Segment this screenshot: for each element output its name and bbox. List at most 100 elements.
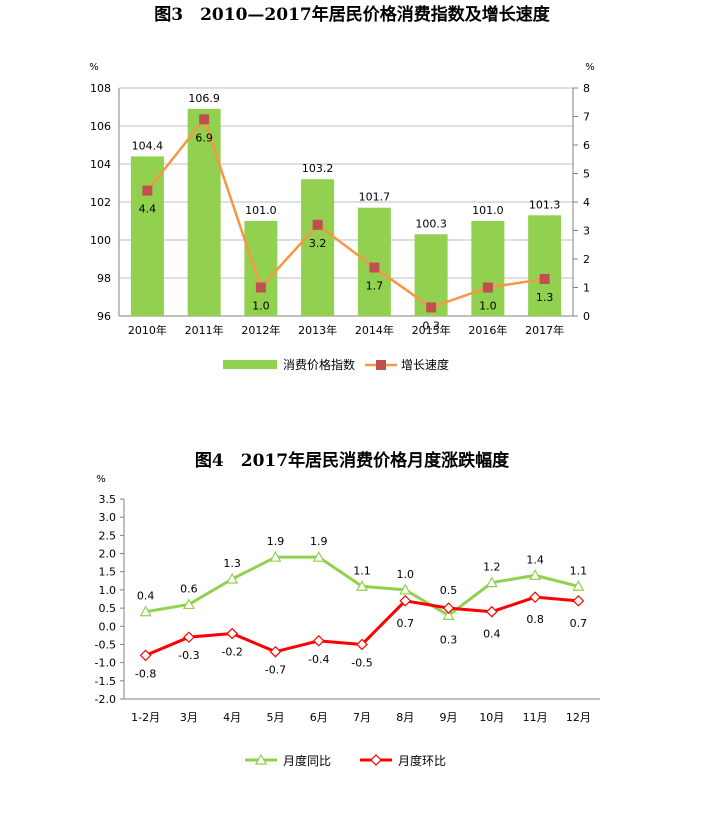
yoy-value-label: 0.6 xyxy=(180,582,198,595)
yoy-value-label: 1.4 xyxy=(526,553,544,566)
x-tick-label: 2011年 xyxy=(185,323,224,337)
mom-value-label: 0.5 xyxy=(440,584,458,597)
right-axis-unit: % xyxy=(585,62,595,73)
yoy-marker xyxy=(139,605,152,617)
yoy-marker xyxy=(399,583,412,595)
yoy-value-label: 0.4 xyxy=(137,590,155,603)
x-tick-label: 2017年 xyxy=(525,323,564,337)
yoy-value-label: 1.3 xyxy=(223,557,241,570)
legend-label-mom: 月度环比 xyxy=(398,753,446,768)
mom-marker xyxy=(269,645,282,658)
mom-marker xyxy=(399,594,412,607)
bar-cpi xyxy=(130,156,164,316)
right-tick-label: 6 xyxy=(583,139,590,152)
bar-cpi xyxy=(187,108,221,317)
x-tick-label: 7月 xyxy=(353,711,371,724)
yoy-value-label: 1.9 xyxy=(267,535,285,548)
growth-marker xyxy=(482,282,493,293)
mom-value-label: 0.8 xyxy=(526,613,544,626)
growth-value-label: 3.2 xyxy=(309,237,327,250)
bar-value-label: 100.3 xyxy=(415,217,447,230)
mom-value-label: -0.8 xyxy=(135,667,156,680)
x-tick-label: 12月 xyxy=(566,711,591,724)
mom-value-label: 0.4 xyxy=(483,628,501,641)
growth-marker xyxy=(255,282,266,293)
yoy-marker xyxy=(529,569,542,580)
left-tick-label: 100 xyxy=(90,234,111,247)
legend-marker-yoy xyxy=(254,753,268,765)
right-tick-label: 1 xyxy=(583,282,590,295)
right-tick-label: 2 xyxy=(583,253,590,266)
left-tick-label: 104 xyxy=(90,158,111,171)
mom-value-label: 0.7 xyxy=(570,617,588,630)
y-tick-label: -0.5 xyxy=(95,638,116,651)
y-tick-label: 2.0 xyxy=(99,548,117,561)
cpi-annual-chart: % % 96 98 100 102 104 106 108 0 1 2 3 4 5 6 7 8 104.4 2010年… xyxy=(89,62,595,372)
mom-value-label: 0.7 xyxy=(397,617,415,630)
yoy-marker xyxy=(182,598,195,610)
yoy-value-label: 1.1 xyxy=(353,564,371,577)
chart2-title: 图4 2017年居民消费价格月度涨跌幅度 xyxy=(194,451,510,471)
left-axis-unit: % xyxy=(89,62,99,73)
y-tick-label: 3.5 xyxy=(99,493,117,506)
growth-value-label: 4.4 xyxy=(139,203,157,216)
growth-value-label: 1.7 xyxy=(366,280,384,293)
right-tick-label: 7 xyxy=(583,111,590,124)
y-tick-label: 0.0 xyxy=(99,620,117,633)
yoy-marker xyxy=(226,572,239,584)
yoy-value-label: 1.1 xyxy=(570,564,588,577)
y-tick-label: 2.5 xyxy=(99,529,117,542)
left-tick-label: 108 xyxy=(90,82,111,95)
mom-marker xyxy=(356,638,368,651)
bar-value-label: 106.9 xyxy=(188,92,220,105)
mom-marker xyxy=(529,591,541,604)
y-tick-label: -2.0 xyxy=(95,693,116,706)
x-tick-label: 6月 xyxy=(310,711,328,724)
right-tick-label: 5 xyxy=(583,168,590,181)
growth-value-label: 1.0 xyxy=(479,300,497,313)
yoy-value-label: 0.3 xyxy=(440,633,458,646)
x-tick-label: 8月 xyxy=(396,711,414,724)
legend-marker-mom xyxy=(370,754,382,766)
legend-label-growth: 增长速度 xyxy=(401,357,449,372)
y-tick-label: 0.5 xyxy=(99,602,117,615)
x-tick-label: 4月 xyxy=(223,711,241,724)
x-tick-label: 1-2月 xyxy=(131,711,160,724)
right-tick-label: 4 xyxy=(583,196,590,209)
mom-marker xyxy=(442,602,455,614)
bar-cpi xyxy=(357,207,391,316)
x-tick-label: 2015年 xyxy=(412,323,451,337)
yoy-value-label: 1.2 xyxy=(483,561,501,574)
mom-marker xyxy=(312,634,325,647)
growth-value-label: 6.9 xyxy=(195,131,213,144)
y-tick-label: 3.0 xyxy=(99,511,117,524)
growth-marker xyxy=(312,219,323,230)
bar-cpi xyxy=(528,215,562,316)
legend-label-yoy: 月度同比 xyxy=(283,753,331,768)
yoy-marker xyxy=(312,550,325,562)
left-tick-label: 98 xyxy=(97,272,111,285)
bar-value-label: 101.7 xyxy=(359,191,391,204)
left-tick-label: 106 xyxy=(90,120,111,133)
x-tick-label: 2010年 xyxy=(128,323,167,337)
right-tick-label: 0 xyxy=(583,310,590,323)
x-tick-label: 2016年 xyxy=(468,323,507,337)
growth-marker xyxy=(199,114,210,125)
mom-value-label: -0.4 xyxy=(308,653,329,666)
growth-line xyxy=(146,118,545,309)
growth-marker xyxy=(426,302,437,313)
growth-value-label: 1.3 xyxy=(536,291,554,304)
y-tick-label: 1.5 xyxy=(99,566,117,579)
mom-value-label: -0.2 xyxy=(221,646,242,659)
bar-value-label: 101.3 xyxy=(529,198,561,211)
yoy-marker xyxy=(269,550,282,562)
y-axis-unit: % xyxy=(96,474,106,485)
x-tick-label: 2013年 xyxy=(298,323,337,337)
left-tick-label: 96 xyxy=(97,310,111,323)
yoy-value-label: 1.0 xyxy=(397,568,415,581)
bar-cpi xyxy=(244,221,278,316)
yoy-marker xyxy=(355,580,369,591)
bar-value-label: 104.4 xyxy=(132,139,164,152)
yoy-marker xyxy=(572,580,585,591)
